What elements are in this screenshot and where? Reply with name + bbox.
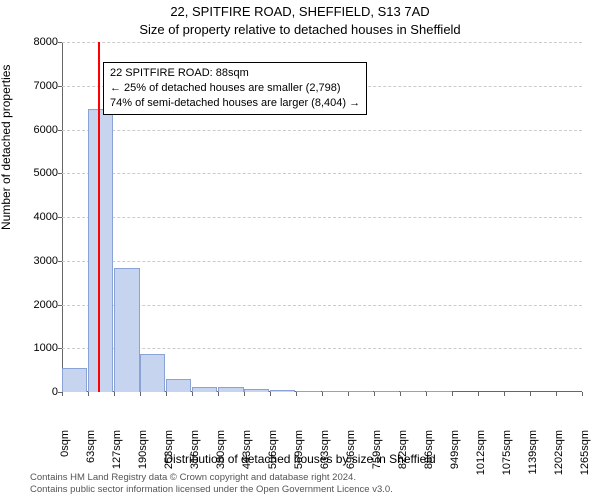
x-tick-mark bbox=[166, 392, 167, 396]
y-tick-label: 3000 bbox=[18, 255, 58, 267]
y-axis-label: Number of detached properties bbox=[0, 65, 13, 230]
grid-line bbox=[62, 217, 582, 218]
y-tick-mark bbox=[58, 42, 62, 43]
histogram-bar bbox=[322, 391, 347, 392]
x-tick-label: 316sqm bbox=[189, 430, 201, 490]
x-tick-label: 633sqm bbox=[319, 430, 331, 490]
y-tick-label: 7000 bbox=[18, 80, 58, 92]
annotation-box: 22 SPITFIRE ROAD: 88sqm ← 25% of detache… bbox=[103, 62, 367, 115]
histogram-bar bbox=[114, 268, 139, 392]
x-tick-mark bbox=[582, 392, 583, 396]
x-tick-label: 696sqm bbox=[345, 430, 357, 490]
y-tick-mark bbox=[58, 173, 62, 174]
x-tick-label: 63sqm bbox=[85, 430, 97, 490]
x-tick-label: 822sqm bbox=[397, 430, 409, 490]
y-tick-mark bbox=[58, 305, 62, 306]
x-tick-label: 759sqm bbox=[371, 430, 383, 490]
x-tick-label: 1265sqm bbox=[579, 430, 591, 490]
x-tick-mark bbox=[140, 392, 141, 396]
histogram-bar bbox=[426, 391, 451, 392]
x-tick-label: 1075sqm bbox=[501, 430, 513, 490]
x-tick-label: 0sqm bbox=[59, 430, 71, 490]
grid-line bbox=[62, 130, 582, 131]
y-tick-label: 0 bbox=[18, 386, 58, 398]
chart-title-address: 22, SPITFIRE ROAD, SHEFFIELD, S13 7AD bbox=[0, 4, 600, 19]
x-tick-mark bbox=[88, 392, 89, 396]
histogram-bar bbox=[296, 391, 321, 392]
y-tick-label: 1000 bbox=[18, 342, 58, 354]
y-tick-label: 6000 bbox=[18, 124, 58, 136]
x-tick-mark bbox=[426, 392, 427, 396]
x-tick-mark bbox=[374, 392, 375, 396]
annotation-line: ← 25% of detached houses are smaller (2,… bbox=[110, 81, 360, 96]
x-tick-label: 1012sqm bbox=[475, 430, 487, 490]
grid-line bbox=[62, 305, 582, 306]
y-tick-mark bbox=[58, 217, 62, 218]
x-tick-mark bbox=[348, 392, 349, 396]
histogram-bar bbox=[218, 387, 243, 392]
x-tick-label: 949sqm bbox=[449, 430, 461, 490]
histogram-bar bbox=[270, 390, 295, 392]
annotation-line: 74% of semi-detached houses are larger (… bbox=[110, 96, 360, 111]
x-tick-mark bbox=[62, 392, 63, 396]
y-tick-mark bbox=[58, 261, 62, 262]
histogram-bar bbox=[140, 354, 165, 392]
y-tick-label: 4000 bbox=[18, 211, 58, 223]
histogram-bar bbox=[244, 389, 269, 393]
x-tick-mark bbox=[114, 392, 115, 396]
highlight-line bbox=[98, 42, 100, 392]
histogram-bar bbox=[62, 368, 87, 393]
x-tick-mark bbox=[270, 392, 271, 396]
x-tick-mark bbox=[400, 392, 401, 396]
y-tick-mark bbox=[58, 348, 62, 349]
x-tick-label: 506sqm bbox=[267, 430, 279, 490]
x-tick-label: 569sqm bbox=[293, 430, 305, 490]
x-tick-mark bbox=[452, 392, 453, 396]
grid-line bbox=[62, 173, 582, 174]
y-tick-label: 8000 bbox=[18, 36, 58, 48]
histogram-bar bbox=[166, 379, 191, 392]
x-tick-label: 1202sqm bbox=[553, 430, 565, 490]
x-tick-label: 253sqm bbox=[163, 430, 175, 490]
x-tick-label: 1139sqm bbox=[527, 430, 539, 490]
histogram-bar bbox=[348, 391, 373, 392]
grid-line bbox=[62, 348, 582, 349]
annotation-line: 22 SPITFIRE ROAD: 88sqm bbox=[110, 66, 360, 81]
grid-line bbox=[62, 42, 582, 43]
x-tick-label: 190sqm bbox=[137, 430, 149, 490]
histogram-bar bbox=[374, 391, 399, 392]
y-tick-label: 2000 bbox=[18, 299, 58, 311]
x-tick-label: 443sqm bbox=[241, 430, 253, 490]
histogram-bar bbox=[192, 387, 217, 392]
x-tick-mark bbox=[556, 392, 557, 396]
x-tick-mark bbox=[504, 392, 505, 396]
histogram-bar bbox=[88, 109, 113, 392]
x-tick-label: 127sqm bbox=[111, 430, 123, 490]
x-tick-mark bbox=[296, 392, 297, 396]
x-tick-label: 886sqm bbox=[423, 430, 435, 490]
y-tick-label: 5000 bbox=[18, 167, 58, 179]
x-tick-mark bbox=[192, 392, 193, 396]
x-tick-mark bbox=[530, 392, 531, 396]
y-tick-mark bbox=[58, 86, 62, 87]
x-tick-mark bbox=[322, 392, 323, 396]
x-tick-label: 380sqm bbox=[215, 430, 227, 490]
chart-title-subtitle: Size of property relative to detached ho… bbox=[0, 22, 600, 37]
chart-container: 22, SPITFIRE ROAD, SHEFFIELD, S13 7AD Si… bbox=[0, 0, 600, 500]
x-tick-mark bbox=[218, 392, 219, 396]
x-tick-mark bbox=[244, 392, 245, 396]
grid-line bbox=[62, 261, 582, 262]
y-tick-mark bbox=[58, 130, 62, 131]
x-tick-mark bbox=[478, 392, 479, 396]
histogram-bar bbox=[400, 391, 425, 392]
